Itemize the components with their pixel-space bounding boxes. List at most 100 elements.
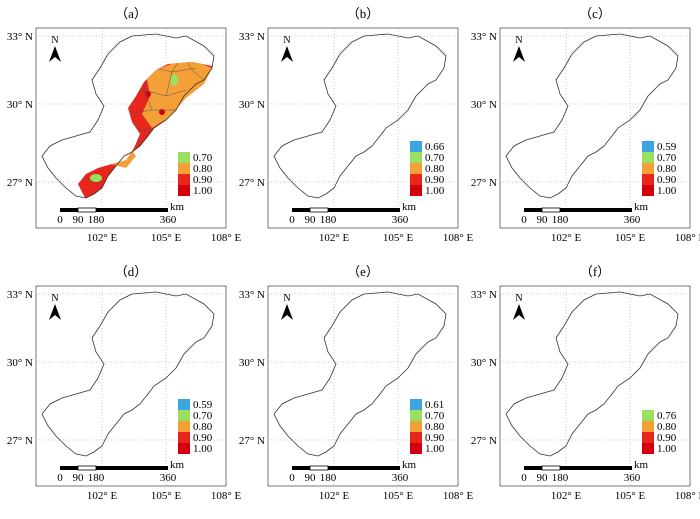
longitude-label: 102° E xyxy=(87,232,118,244)
county-boundary xyxy=(78,145,103,189)
legend-swatch xyxy=(642,174,654,185)
scale-segment xyxy=(60,466,78,470)
latitude-label: 33° N xyxy=(471,289,497,301)
scale-unit: km xyxy=(170,459,185,471)
legend-swatch xyxy=(178,399,190,410)
region-outline xyxy=(41,291,215,457)
longitude-label: 108° E xyxy=(211,232,242,244)
longitude-label: 108° E xyxy=(211,490,242,502)
county-boundary xyxy=(165,62,187,97)
legend-value: 1.00 xyxy=(657,185,677,197)
legend-swatch xyxy=(410,141,422,152)
legend-value: 0.80 xyxy=(425,163,445,175)
region-outline xyxy=(273,33,447,199)
legend-value: 0.66 xyxy=(425,141,445,153)
scale-tick-label: 360 xyxy=(392,214,409,226)
panel-label: （d） xyxy=(115,264,148,279)
legend-swatch xyxy=(178,410,190,421)
scale-unit: km xyxy=(402,459,417,471)
scale-bar: km 0 90 180 360 xyxy=(521,459,648,484)
longitude-label: 102° E xyxy=(87,490,118,502)
map-panel-a: （a） 33° N 30° N 27° N 102° E 105° E 108° E N 0.7… xyxy=(7,6,242,244)
scale-unit: km xyxy=(170,201,185,213)
legend: 0.590.700.800.901.00 xyxy=(642,141,677,197)
map-panel-f: （f） 33° N 30° N 27° N 102° E 105° E 108° E N 0.7… xyxy=(471,264,700,502)
north-arrow-shape xyxy=(49,304,61,320)
latitude-label: 27° N xyxy=(471,177,497,189)
scale-bar: km 0 90 180 360 xyxy=(521,201,648,226)
legend-swatch xyxy=(642,141,654,152)
north-arrow-shape xyxy=(513,304,525,320)
legend-value: 1.00 xyxy=(193,443,213,455)
legend-swatch xyxy=(642,410,654,421)
north-label: N xyxy=(51,35,58,46)
scale-tick-label: 180 xyxy=(320,214,337,226)
legend-value: 0.90 xyxy=(425,432,445,444)
north-arrow-icon: N xyxy=(513,293,525,320)
north-arrow-shape xyxy=(49,46,61,62)
legend-value: 0.80 xyxy=(193,421,213,433)
scale-segment xyxy=(524,208,542,212)
scale-tick-label: 90 xyxy=(537,214,549,226)
legend-swatch xyxy=(178,163,190,174)
latitude-label: 27° N xyxy=(239,435,265,447)
latitude-label: 30° N xyxy=(239,357,265,369)
longitude-label: 108° E xyxy=(675,232,700,244)
value-zone xyxy=(90,174,102,182)
legend-swatch xyxy=(178,443,190,454)
scale-tick-label: 180 xyxy=(88,214,105,226)
region-outline xyxy=(273,291,447,457)
legend-value: 0.80 xyxy=(657,421,677,433)
north-label: N xyxy=(283,35,290,46)
legend: 0.610.700.800.901.00 xyxy=(410,399,445,455)
legend-value: 0.70 xyxy=(425,410,445,422)
legend: 0.590.700.800.901.00 xyxy=(178,399,213,455)
map-panel-d: （d） 33° N 30° N 27° N 102° E 105° E 108° E N 0.5… xyxy=(7,264,242,502)
longitude-label: 102° E xyxy=(319,232,350,244)
legend-swatch xyxy=(410,432,422,443)
longitude-label: 102° E xyxy=(551,232,582,244)
latitude-label: 33° N xyxy=(239,289,265,301)
legend-value: 0.70 xyxy=(657,152,677,164)
scale-segment xyxy=(96,208,168,212)
scale-segment xyxy=(328,466,400,470)
scale-bar: km 0 90 180 360 xyxy=(57,201,184,226)
legend-swatch xyxy=(642,163,654,174)
latitude-label: 33° N xyxy=(239,31,265,43)
legend-swatch xyxy=(410,163,422,174)
north-arrow-shape xyxy=(513,46,525,62)
scale-tick-label: 0 xyxy=(289,214,295,226)
north-label: N xyxy=(515,35,522,46)
scale-tick-label: 180 xyxy=(552,472,569,484)
scale-tick-label: 360 xyxy=(624,214,641,226)
panel-label: （f） xyxy=(580,264,610,279)
north-arrow-icon: N xyxy=(49,293,61,320)
legend-value: 0.80 xyxy=(657,163,677,175)
latitude-label: 33° N xyxy=(7,31,33,43)
scale-tick-label: 180 xyxy=(320,472,337,484)
north-label: N xyxy=(515,293,522,304)
scale-tick-label: 0 xyxy=(57,214,63,226)
scale-segment xyxy=(96,466,168,470)
value-zone xyxy=(145,91,151,97)
region-outline xyxy=(505,33,679,199)
scale-segment xyxy=(524,466,542,470)
scale-tick-label: 0 xyxy=(289,472,295,484)
panel-label: （c） xyxy=(579,6,611,21)
latitude-label: 30° N xyxy=(471,99,497,111)
legend: 0.760.800.901.00 xyxy=(642,410,677,455)
scale-tick-label: 360 xyxy=(624,472,641,484)
longitude-label: 102° E xyxy=(319,490,350,502)
legend-swatch xyxy=(178,421,190,432)
latitude-label: 30° N xyxy=(7,357,33,369)
legend-value: 0.70 xyxy=(425,152,445,164)
value-zone xyxy=(170,74,178,86)
panel-label: （b） xyxy=(347,6,380,21)
latitude-label: 33° N xyxy=(7,289,33,301)
scale-tick-label: 90 xyxy=(305,472,317,484)
panel-label: （e） xyxy=(347,264,379,279)
longitude-label: 108° E xyxy=(443,232,474,244)
scale-segment xyxy=(292,466,310,470)
legend-swatch xyxy=(178,432,190,443)
